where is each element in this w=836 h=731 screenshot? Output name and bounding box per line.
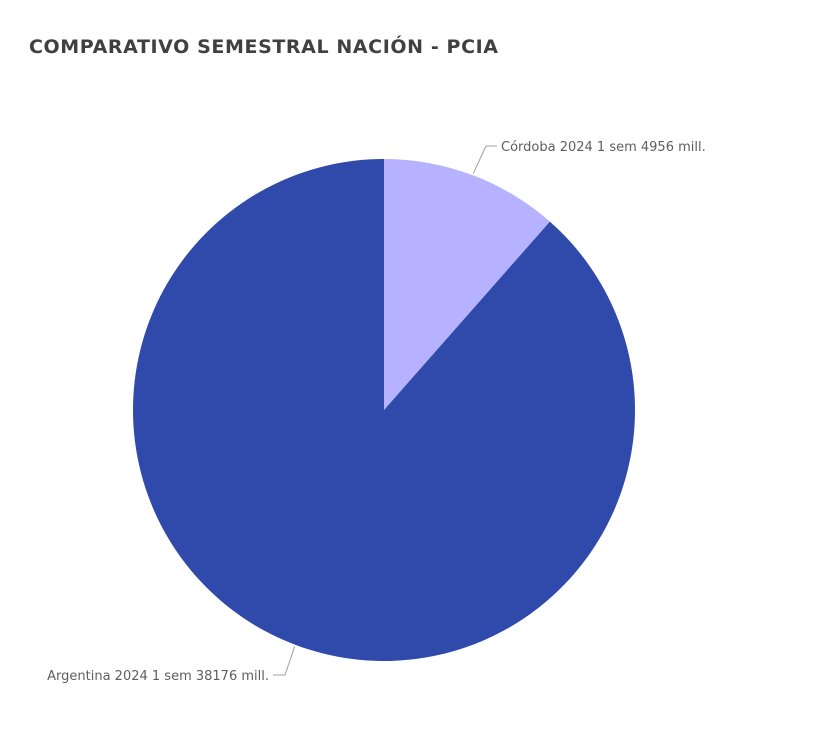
chart-title: COMPARATIVO SEMESTRAL NACIÓN - PCIA xyxy=(29,36,499,58)
slice-argentina[interactable] xyxy=(132,159,635,662)
pie-labels: Córdoba 2024 1 sem 4956 mill. Argentina … xyxy=(47,140,706,684)
slice-cordoba[interactable] xyxy=(384,159,550,410)
pie-slices xyxy=(132,159,635,662)
slice-label-cordoba: Córdoba 2024 1 sem 4956 mill. xyxy=(501,140,706,155)
slice-label-argentina: Argentina 2024 1 sem 38176 mill. xyxy=(47,669,269,684)
leader-line-argentina xyxy=(273,646,296,676)
leader-line-cordoba xyxy=(472,145,497,174)
